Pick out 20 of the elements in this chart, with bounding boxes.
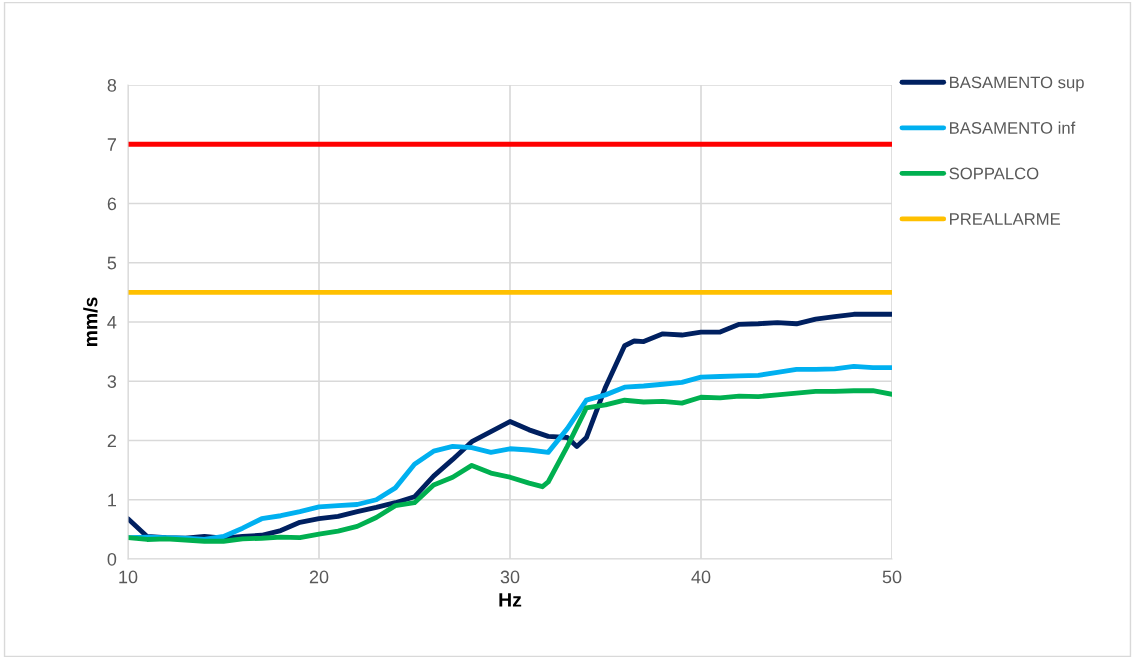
y-axis-title: mm/s	[83, 297, 98, 347]
y-tick-label: 1	[108, 493, 117, 507]
y-tick-label: 8	[107, 78, 117, 92]
y-tick-label: 3	[107, 375, 117, 388]
y-tick-label: 7	[107, 138, 116, 151]
y-tick-label: 0	[107, 552, 117, 566]
y-tick-label: 2	[107, 434, 116, 448]
y-tick-label: 6	[107, 197, 117, 211]
legend-label: BASAMENTO inf	[950, 121, 1076, 134]
x-tick-label: 30	[500, 570, 520, 584]
x-tick-label: 50	[882, 570, 902, 584]
x-axis-title: Hz	[499, 593, 522, 607]
x-tick-label: 10	[119, 570, 138, 584]
legend-label: PREALLARME	[950, 213, 1061, 225]
y-tick-label: 4	[107, 316, 117, 329]
y-tick-label: 5	[107, 256, 117, 270]
legend-label: BASAMENTO sup	[950, 76, 1084, 92]
x-tick-label: 40	[691, 570, 711, 584]
x-tick-label: 20	[309, 570, 329, 584]
legend-label: SOPPALCO	[949, 167, 1039, 180]
